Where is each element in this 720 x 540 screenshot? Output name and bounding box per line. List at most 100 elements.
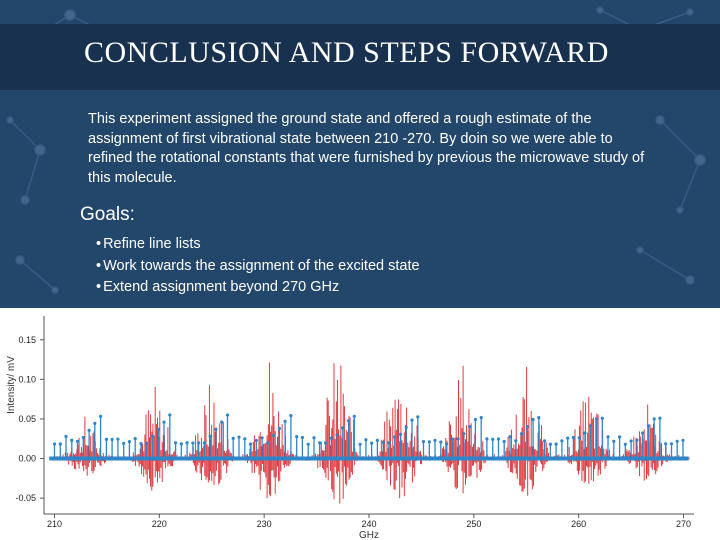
predicted-line-marker — [341, 426, 345, 430]
predicted-line-marker — [127, 440, 131, 444]
predicted-line-marker — [52, 442, 57, 446]
predicted-line-marker — [70, 438, 74, 442]
predicted-line-marker — [525, 425, 529, 429]
predicted-line-marker — [93, 421, 97, 425]
predicted-line-marker — [543, 439, 547, 443]
conclusion-paragraph: This experiment assigned the ground stat… — [88, 111, 645, 186]
predicted-sticks — [53, 415, 684, 459]
predicted-line-marker — [681, 438, 685, 442]
predicted-line-marker — [81, 435, 85, 440]
predicted-line-marker — [416, 415, 420, 419]
predicted-line-marker — [110, 437, 114, 442]
predicted-line-marker — [669, 442, 674, 446]
predicted-line-marker — [347, 419, 351, 423]
predicted-line-marker — [612, 439, 616, 443]
predicted-line-marker — [548, 442, 553, 446]
predicted-line-marker — [450, 437, 454, 441]
predicted-line-marker — [237, 435, 241, 439]
x-tick-label: 250 — [466, 519, 481, 529]
x-axis-label: GHz — [359, 530, 379, 540]
predicted-line-marker — [445, 442, 449, 446]
predicted-line-marker — [122, 441, 126, 445]
predicted-line-marker — [370, 441, 374, 445]
predicted-line-marker — [254, 438, 258, 443]
predicted-line-marker — [312, 436, 316, 440]
predicted-line-marker — [675, 439, 679, 443]
predicted-line-marker — [156, 427, 160, 431]
predicted-line-marker — [433, 438, 437, 442]
x-tick-label: 220 — [152, 519, 167, 529]
predicted-line-marker — [104, 437, 108, 441]
predicted-line-marker — [537, 416, 541, 420]
goals-list: Refine line lists Work towards the assig… — [96, 234, 420, 299]
predicted-line-marker — [519, 432, 524, 436]
predicted-line-marker — [214, 427, 218, 431]
goal-item: Refine line lists — [96, 234, 420, 256]
predicted-line-marker — [560, 439, 564, 443]
predicted-line-marker — [473, 417, 477, 422]
predicted-line-marker — [393, 435, 397, 439]
predicted-line-marker — [468, 425, 472, 429]
predicted-line-marker — [168, 413, 172, 417]
predicted-line-marker — [225, 413, 230, 417]
predicted-line-marker — [404, 425, 408, 429]
chart-axes — [40, 316, 694, 518]
predicted-line-marker — [58, 442, 62, 446]
predicted-line-marker — [375, 438, 379, 442]
predicted-line-marker — [398, 432, 403, 436]
predicted-line-marker — [485, 437, 489, 441]
predicted-line-marker — [635, 438, 639, 442]
predicted-line-marker — [439, 440, 443, 444]
predicted-line-marker — [387, 441, 391, 445]
y-tick-label: 0.05 — [18, 414, 36, 424]
predicted-line-marker — [531, 417, 535, 422]
predicted-line-marker — [462, 432, 466, 436]
predicted-line-marker — [514, 439, 518, 443]
predicted-line-marker — [208, 434, 212, 438]
predicted-line-marker — [220, 420, 224, 424]
predicted-line-marker — [364, 438, 368, 442]
predicted-line-marker — [664, 442, 668, 446]
x-tick-label: 270 — [676, 519, 691, 529]
predicted-line-marker — [133, 437, 137, 441]
predicted-line-marker — [75, 439, 80, 443]
predicted-line-marker — [577, 436, 581, 440]
y-axis-label: Intensity/ mV — [6, 356, 17, 414]
predicted-line-marker — [64, 434, 68, 439]
predicted-line-marker — [566, 436, 570, 440]
predicted-line-marker — [185, 441, 189, 445]
predicted-line-marker — [554, 442, 558, 446]
predicted-line-marker — [358, 442, 362, 446]
predicted-line-marker — [456, 437, 460, 441]
predicted-line-marker — [139, 442, 143, 446]
spectrum-chart-panel: 210 220 230 240 250 260 270 -0.05 0.00 0.05 0.10 0.… — [0, 308, 720, 540]
x-tick-label: 210 — [47, 519, 62, 529]
goal-item: Work towards the assignment of the excit… — [96, 256, 419, 278]
predicted-line-marker — [646, 424, 651, 428]
predicted-line-marker — [116, 437, 120, 441]
predicted-line-marker — [318, 441, 322, 445]
predicted-line-marker — [150, 434, 155, 438]
predicted-line-marker — [266, 441, 270, 445]
predicted-line-marker — [191, 441, 195, 445]
y-tick-label: 0.00 — [18, 454, 36, 464]
predicted-line-marker — [421, 440, 426, 444]
predicted-line-marker — [427, 440, 431, 444]
predicted-line-marker — [381, 440, 385, 444]
title-band — [0, 24, 720, 90]
predicted-series — [49, 413, 689, 461]
predicted-line-marker — [618, 435, 622, 439]
predicted-line-marker — [410, 418, 414, 422]
predicted-line-marker — [600, 416, 604, 420]
predicted-line-marker — [295, 435, 299, 439]
predicted-line-marker — [508, 435, 512, 439]
goal-item: Extend assignment beyond 270 GHz — [96, 277, 420, 299]
predicted-line-marker — [99, 414, 103, 418]
predicted-line-marker — [496, 437, 501, 441]
predicted-line-marker — [491, 437, 495, 441]
predicted-line-marker — [589, 424, 593, 428]
predicted-line-marker — [145, 441, 149, 445]
predicted-line-marker — [87, 428, 91, 432]
predicted-line-marker — [174, 441, 178, 445]
x-tick-label: 260 — [571, 519, 586, 529]
